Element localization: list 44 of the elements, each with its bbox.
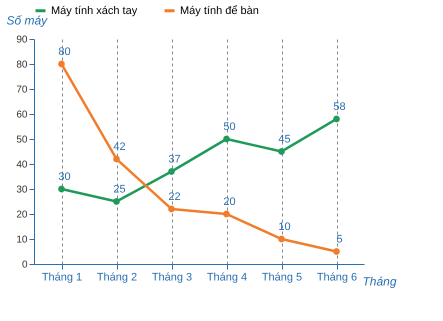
y-tick-label: 50 <box>16 134 28 146</box>
data-label: 45 <box>278 134 291 146</box>
y-axis-title: Số máy <box>6 14 48 28</box>
point <box>223 210 230 218</box>
y-tick-label: 60 <box>16 110 28 120</box>
x-tick-label: Tháng 6 <box>316 272 358 284</box>
point <box>333 248 340 255</box>
point <box>168 206 175 212</box>
data-label: 20 <box>223 196 236 208</box>
data-label: 30 <box>58 171 71 183</box>
data-label: 25 <box>113 184 126 196</box>
point <box>58 60 65 68</box>
y-tick-label: 30 <box>16 184 28 196</box>
y-tick-label: 0 <box>22 260 28 270</box>
data-label: 10 <box>278 221 291 233</box>
data-label: 5 <box>336 234 343 246</box>
point <box>113 198 120 205</box>
x-tick-label: Tháng 5 <box>262 272 302 284</box>
point <box>278 236 285 242</box>
data-label: 42 <box>113 141 126 153</box>
point <box>113 156 120 162</box>
point <box>333 116 340 122</box>
data-label: 50 <box>223 121 236 133</box>
y-tick-label: 70 <box>16 84 28 96</box>
legend-label: Máy tính xách tay <box>51 4 138 17</box>
data-label: 80 <box>58 46 71 58</box>
y-tick-label: 40 <box>16 160 28 170</box>
point <box>278 148 285 155</box>
x-tick-label: Tháng 3 <box>152 272 192 284</box>
point <box>168 168 175 175</box>
data-label: 37 <box>168 154 181 166</box>
y-tick-label: 20 <box>16 210 28 220</box>
data-label: 58 <box>333 101 346 113</box>
x-tick-label: Tháng 2 <box>96 272 138 284</box>
x-axis-title: Tháng <box>362 274 397 288</box>
x-tick-label: Tháng 1 <box>42 272 82 284</box>
y-tick-label: 10 <box>16 234 28 246</box>
y-tick-label: 90 <box>16 34 28 46</box>
point <box>223 136 230 142</box>
point <box>58 186 65 192</box>
data-label: 22 <box>168 191 181 203</box>
y-tick-label: 80 <box>16 60 28 70</box>
x-tick-label: Tháng 4 <box>206 272 248 284</box>
legend-label: Máy tính để bàn <box>180 4 259 17</box>
